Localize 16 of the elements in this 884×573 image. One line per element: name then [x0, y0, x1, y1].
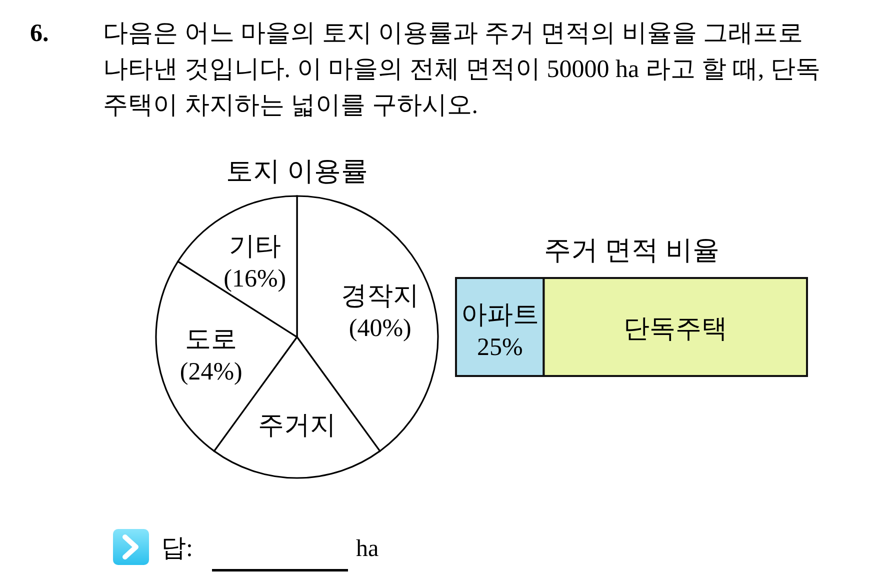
data-label: (24%) — [180, 358, 242, 386]
slice-label: 주거지 — [258, 410, 336, 440]
text: 답: — [161, 535, 193, 562]
chart-title: 주거 면적 비율 — [544, 235, 720, 265]
chart-title: 토지 이용률 — [226, 156, 368, 186]
text: ha — [356, 536, 379, 562]
slice-label: 기타 — [228, 231, 281, 260]
slice-label: 도로 — [185, 324, 238, 354]
text: 다음은 어느 마을의 토지 이용률과 주거 면적의 비율을 그래프로 나타낸 것입니다. 이 마을의 전체 면적이 50000 ha 라고 할 때, 단독주택이 차지하는 넓이를 구하시오. — [103, 20, 820, 119]
data-label: (16%) — [224, 265, 286, 292]
series-label: 아파트 — [460, 300, 539, 329]
slice-label: 경작지 — [341, 280, 420, 310]
text: 6. — [30, 20, 49, 47]
data-label: (40%) — [348, 314, 412, 342]
series-label: 단독주택 — [623, 314, 728, 343]
data-label: 25% — [476, 334, 523, 361]
